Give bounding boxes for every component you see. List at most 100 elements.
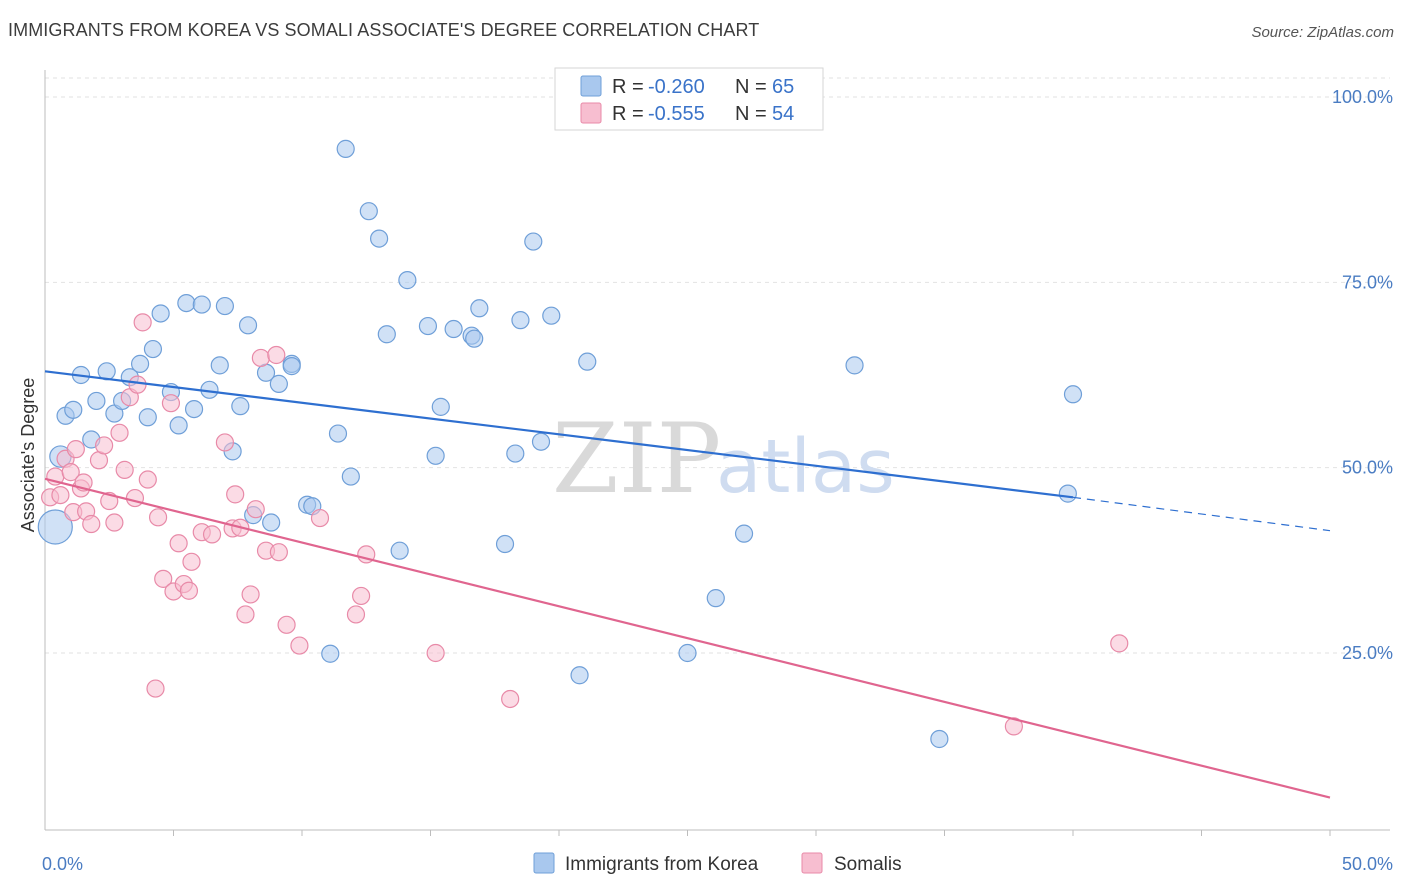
- legend-swatch-korea: [580, 75, 602, 97]
- x-tick-label-0: 0.0%: [42, 854, 83, 874]
- point-somali-37: [236, 605, 255, 624]
- point-korea-11: [130, 354, 150, 373]
- point-somali-50: [426, 643, 445, 663]
- point-korea-54: [531, 432, 551, 451]
- point-korea-21: [210, 356, 229, 375]
- point-korea-61: [845, 356, 864, 375]
- point-korea-43: [418, 316, 438, 336]
- correlation-legend: R = -0.260 N = 65 R = -0.555 N = 54: [554, 67, 824, 131]
- point-somali-40: [251, 348, 270, 368]
- y-tick-label-100: 100.0%: [1332, 87, 1393, 107]
- point-korea-64: [1063, 385, 1083, 404]
- point-korea-16: [169, 416, 188, 435]
- point-somali-47: [346, 605, 366, 624]
- gridlines: [45, 77, 1390, 654]
- point-somali-52: [1004, 717, 1023, 736]
- point-somali-4: [61, 463, 80, 482]
- legend-swatch-immigrants-from-korea: [533, 852, 555, 874]
- point-korea-51: [506, 444, 525, 463]
- point-korea-6: [87, 391, 106, 411]
- point-korea-18: [184, 400, 204, 419]
- point-somali-33: [215, 433, 234, 452]
- point-somali-35: [226, 485, 245, 504]
- point-korea-58: [678, 643, 697, 663]
- point-somali-43: [269, 543, 288, 562]
- point-korea-39: [370, 229, 389, 248]
- legend-label-somalis: Somalis: [834, 854, 902, 875]
- trend-lines: [44, 370, 1331, 799]
- point-somali-38: [241, 585, 260, 604]
- point-somali-22: [146, 679, 165, 698]
- legend-r-label-korea: R =: [612, 76, 644, 98]
- point-korea-55: [542, 306, 561, 325]
- point-somali-32: [202, 525, 222, 544]
- point-korea-24: [231, 397, 250, 416]
- point-somali-18: [125, 488, 145, 508]
- point-korea-22: [215, 296, 234, 316]
- point-somali-21: [138, 470, 157, 489]
- point-korea-62: [930, 729, 949, 749]
- point-korea-57: [578, 352, 597, 371]
- point-korea-35: [328, 424, 348, 443]
- point-somali-30: [182, 552, 201, 571]
- point-korea-38: [359, 202, 378, 221]
- point-somali-51: [501, 689, 520, 709]
- point-korea-53: [524, 232, 543, 251]
- point-korea-50: [495, 534, 515, 554]
- point-korea-12: [138, 408, 157, 427]
- point-somali-42: [267, 345, 286, 365]
- legend-swatch-somalis: [801, 852, 823, 874]
- y-tick-label-50: 50.0%: [1342, 458, 1393, 478]
- point-korea-45: [431, 397, 450, 416]
- watermark-atlas: atlas: [716, 424, 895, 510]
- legend-n-label-korea: N =: [735, 76, 767, 98]
- point-korea-52: [511, 311, 530, 330]
- point-korea-42: [398, 271, 417, 290]
- point-somali-24: [154, 569, 173, 588]
- point-korea-63: [1058, 484, 1077, 503]
- point-korea-60: [734, 524, 754, 543]
- point-somali-48: [352, 586, 371, 606]
- point-korea-40: [377, 325, 396, 344]
- trend-line-korea-extrapolated: [1072, 496, 1331, 532]
- point-korea-59: [706, 589, 725, 608]
- point-korea-36: [336, 139, 355, 158]
- point-korea-31: [282, 357, 301, 376]
- point-somali-25: [161, 394, 181, 413]
- point-korea-0: [37, 509, 73, 545]
- point-korea-29: [269, 374, 288, 393]
- point-somali-14: [105, 513, 124, 532]
- point-korea-28: [262, 513, 281, 532]
- point-korea-19: [192, 295, 211, 314]
- y-tick-label-25: 25.0%: [1342, 643, 1393, 663]
- data-points: [37, 139, 1129, 749]
- watermark: ZIP atlas: [552, 403, 895, 515]
- point-somali-45: [290, 636, 309, 655]
- point-korea-14: [151, 304, 170, 323]
- point-korea-25: [238, 316, 258, 335]
- point-somali-6: [66, 440, 85, 459]
- x-tick-label-50: 50.0%: [1342, 854, 1393, 874]
- y-axis-label: Associate's Degree: [18, 378, 38, 533]
- point-korea-17: [177, 293, 196, 313]
- y-tick-labels: 25.0% 50.0% 75.0% 100.0%: [1332, 87, 1393, 663]
- legend-r-value-korea: -0.260: [648, 76, 705, 98]
- point-korea-46: [444, 319, 463, 339]
- point-somali-19: [128, 375, 147, 394]
- x-tick-labels: 0.0% 50.0%: [42, 854, 1393, 874]
- point-somali-27: [169, 534, 188, 553]
- point-somali-44: [277, 615, 296, 634]
- point-somali-53: [1110, 634, 1129, 653]
- legend-r-label-somali: R =: [612, 103, 644, 125]
- legend-n-label-somali: N =: [735, 103, 767, 125]
- legend-r-value-somali: -0.555: [648, 103, 705, 125]
- watermark-zip: ZIP: [552, 403, 721, 515]
- trend-line-somali: [44, 477, 1331, 799]
- point-somali-2: [51, 485, 70, 505]
- point-somali-12: [95, 436, 114, 455]
- point-korea-3: [64, 400, 83, 419]
- point-somali-39: [246, 500, 265, 519]
- point-korea-34: [321, 644, 340, 663]
- source-label: Source: ZipAtlas.com: [1251, 24, 1394, 41]
